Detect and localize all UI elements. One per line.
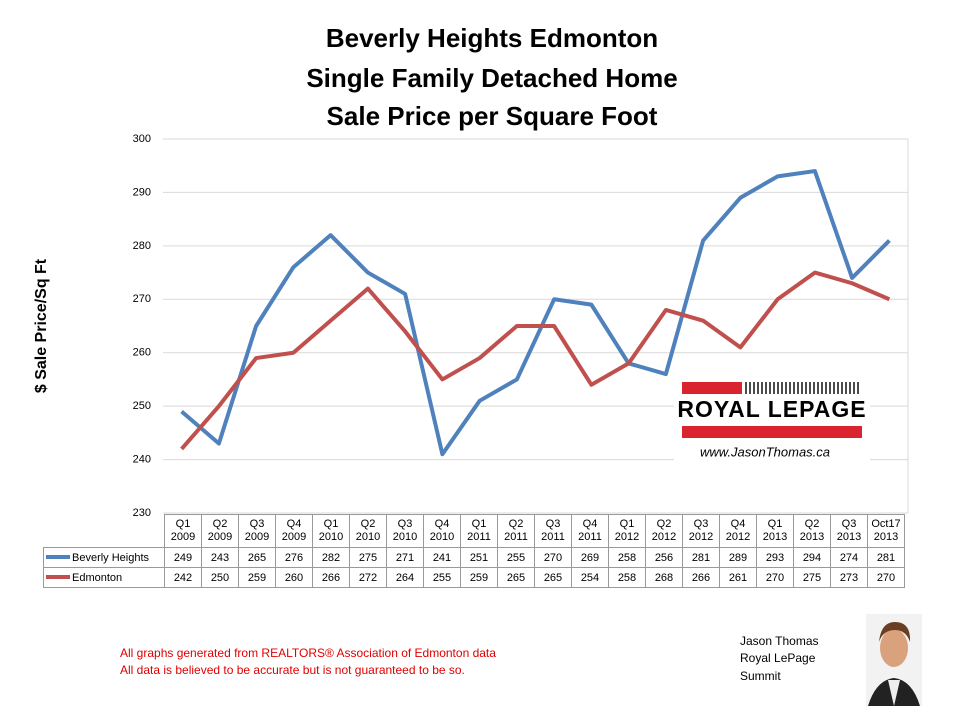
table-value: 260 — [275, 567, 313, 588]
y-tick-label: 300 — [133, 133, 151, 145]
legend-label: Edmonton — [72, 571, 123, 584]
agent-text: Jason Thomas — [740, 634, 819, 648]
data-table: Q1 2009 Q2 2009 Q3 2009 Q4 2009 Q1 2010 Q2 20… — [43, 514, 905, 588]
table-value: 255 — [497, 547, 535, 568]
legend-key — [46, 574, 70, 579]
legend-cell: Beverly Heights — [43, 547, 165, 568]
table-value: 270 — [534, 547, 572, 568]
legend-cell: Edmonton — [43, 567, 165, 588]
table-value: 251 — [460, 547, 498, 568]
table-value: 241 — [423, 547, 461, 568]
table-value: 275 — [793, 567, 831, 588]
logo-bars — [682, 382, 862, 438]
note: All data is believed to be accurate but … — [120, 663, 465, 677]
table-value: 289 — [719, 547, 757, 568]
logo-url: www.JasonThomas.ca — [700, 444, 830, 459]
table-value: 243 — [201, 547, 239, 568]
table-value: 250 — [201, 567, 239, 588]
table-row: Beverly Heights 249 243 265 276 282 275 271 241 2… — [43, 547, 905, 568]
x-tick-label: Q4 2010 — [423, 514, 461, 548]
x-tick-label: Q4 2012 — [719, 514, 757, 548]
table-value: 266 — [312, 567, 350, 588]
table-value: 265 — [534, 567, 572, 588]
agent-text: Royal LePage — [740, 651, 816, 665]
table-value: 270 — [867, 567, 905, 588]
table-value: 254 — [571, 567, 609, 588]
legend-label: Beverly Heights — [72, 551, 150, 564]
table-value: 258 — [608, 547, 646, 568]
table-value: 294 — [793, 547, 831, 568]
y-tick-label: 250 — [133, 400, 151, 412]
x-tick-label: Q1 2010 — [312, 514, 350, 548]
table-value: 265 — [238, 547, 276, 568]
y-tick-label: 280 — [133, 240, 151, 252]
x-tick-label: Q3 2010 — [386, 514, 424, 548]
x-tick-label: Q3 2009 — [238, 514, 276, 548]
y-tick-label: 230 — [133, 507, 151, 519]
x-tick-label: Q2 2011 — [497, 514, 535, 548]
table-row: Edmonton 242 250 259 260 266 272 264 255 259 265 26… — [43, 567, 905, 588]
y-tick-label: 260 — [133, 347, 151, 359]
table-value: 258 — [608, 567, 646, 588]
agent-text: Summit — [740, 669, 781, 683]
table-value: 281 — [682, 547, 720, 568]
x-tick-label: Q3 2013 — [830, 514, 868, 548]
table-value: 259 — [460, 567, 498, 588]
chart-title: Beverly Heights Edmonton — [326, 23, 658, 53]
x-tick-label: Q2 2009 — [201, 514, 239, 548]
x-tick-label: Q4 2009 — [275, 514, 313, 548]
table-row: Q1 2009 Q2 2009 Q3 2009 Q4 2009 Q1 2010 Q2 20… — [44, 514, 905, 548]
chart-title: Sale Price per Square Foot — [327, 101, 658, 131]
logo-text: ROYAL LEPAGE — [677, 396, 866, 422]
table-value: 275 — [349, 547, 387, 568]
x-tick-label: Q2 2010 — [349, 514, 387, 548]
table-value: 259 — [238, 567, 276, 588]
table-value: 266 — [682, 567, 720, 588]
x-tick-label: Oct17 2013 — [867, 514, 905, 548]
x-tick-label: Q3 2012 — [682, 514, 720, 548]
agent-photo — [866, 614, 922, 706]
y-tick-label: 290 — [133, 186, 151, 198]
x-tick-label: Q2 2012 — [645, 514, 683, 548]
y-tick-label: 270 — [133, 293, 151, 305]
table-value: 268 — [645, 567, 683, 588]
table-value: 261 — [719, 567, 757, 588]
x-tick-label: Q1 2012 — [608, 514, 646, 548]
table-corner — [44, 515, 165, 548]
table-value: 269 — [571, 547, 609, 568]
table-value: 281 — [867, 547, 905, 568]
y-tick-label: 240 — [133, 453, 151, 465]
table-value: 249 — [164, 547, 202, 568]
x-tick-label: Q2 2013 — [793, 514, 831, 548]
table-value: 282 — [312, 547, 350, 568]
x-tick-label: Q4 2011 — [571, 514, 609, 548]
x-tick-label: Q1 2013 — [756, 514, 794, 548]
table-value: 293 — [756, 547, 794, 568]
table-value: 256 — [645, 547, 683, 568]
table-value: 273 — [830, 567, 868, 588]
table-value: 272 — [349, 567, 387, 588]
x-tick-label: Q3 2011 — [534, 514, 572, 548]
table-value: 274 — [830, 547, 868, 568]
chart-title: Single Family Detached Home — [306, 63, 677, 93]
table-value: 242 — [164, 567, 202, 588]
x-tick-label: Q1 2011 — [460, 514, 498, 548]
series-line — [180, 169, 891, 457]
series-line — [180, 270, 891, 451]
table-value: 265 — [497, 567, 535, 588]
table-value: 276 — [275, 547, 313, 568]
table-value: 255 — [423, 567, 461, 588]
x-tick-label: Q1 2009 — [164, 514, 202, 548]
y-axis-label: $ Sale Price/Sq Ft — [33, 258, 50, 393]
table-value: 270 — [756, 567, 794, 588]
note: All graphs generated from REALTORS® Asso… — [120, 646, 496, 660]
legend-key — [46, 554, 70, 559]
table-value: 264 — [386, 567, 424, 588]
table-value: 271 — [386, 547, 424, 568]
